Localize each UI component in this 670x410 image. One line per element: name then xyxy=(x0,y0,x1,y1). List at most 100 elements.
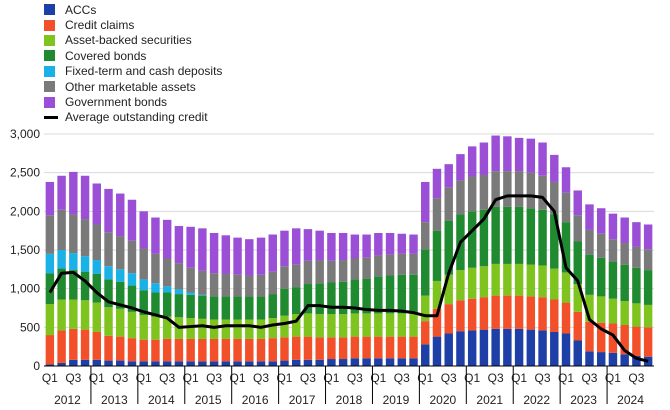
bar-segment xyxy=(643,304,653,328)
x-tick-label: Q1 xyxy=(323,371,339,385)
bar-segment xyxy=(620,243,629,265)
bar-segment xyxy=(409,253,418,275)
bar-segment xyxy=(69,299,78,329)
bar-segment xyxy=(503,263,512,296)
bar-segment xyxy=(550,154,559,182)
bar-segment xyxy=(256,296,266,320)
bar-segment xyxy=(80,329,90,360)
x-tick-label: Q3 xyxy=(535,371,551,385)
legend-swatch xyxy=(44,50,55,62)
bar-segment xyxy=(503,328,512,366)
bar-segment xyxy=(514,328,524,366)
bar-segment xyxy=(327,314,336,338)
bar-segment xyxy=(608,298,618,324)
bar-segment xyxy=(186,294,195,319)
bar-segment xyxy=(116,193,125,237)
x-tick-label: Q3 xyxy=(159,371,175,385)
bar-segment xyxy=(550,181,559,215)
bar-segment xyxy=(538,330,547,366)
bar-segment xyxy=(573,311,582,341)
bar-segment xyxy=(92,302,102,332)
legend-item: Fixed-term and cash deposits xyxy=(44,64,222,79)
bar-segment xyxy=(256,338,266,362)
bar-segment xyxy=(385,275,395,314)
x-tick-label: Q3 xyxy=(628,371,644,385)
legend-item: Asset-backed securities xyxy=(44,33,222,48)
bar-segment xyxy=(315,230,324,261)
bar-segment xyxy=(491,295,500,329)
bar-segment xyxy=(561,302,571,334)
bar-segment xyxy=(432,308,442,337)
bar-segment xyxy=(198,338,207,362)
bar-segment xyxy=(397,313,407,337)
bar-segment xyxy=(421,249,430,296)
bar-segment xyxy=(338,359,348,366)
x-year-label: 2013 xyxy=(101,393,128,407)
bar-segment xyxy=(514,263,524,296)
bar-segment xyxy=(221,273,231,297)
bar-segment xyxy=(280,315,289,338)
bar-segment xyxy=(338,232,348,261)
bar-segment xyxy=(596,233,606,258)
bar-segment xyxy=(561,272,571,303)
x-year-label: 2016 xyxy=(242,393,269,407)
bar-segment xyxy=(491,171,500,207)
x-tick-label: Q1 xyxy=(230,371,246,385)
bar-segment xyxy=(162,338,172,362)
bar-segment xyxy=(327,359,336,366)
bar-segment xyxy=(151,339,160,362)
bar-segment xyxy=(116,269,125,282)
bar-segment xyxy=(92,224,102,261)
bar-segment xyxy=(596,352,606,366)
bar-segment xyxy=(374,358,383,366)
average-credit-line xyxy=(48,194,649,363)
bar-segment xyxy=(421,344,430,366)
bar-segment xyxy=(561,333,571,366)
bar-segment xyxy=(526,208,536,265)
bar-segment xyxy=(620,325,629,355)
legend: ACCs Credit claims Asset-backed securities… xyxy=(44,2,222,125)
bar-segment xyxy=(456,270,465,301)
bar-segment xyxy=(350,234,360,259)
bar-segment xyxy=(526,172,536,209)
bar-segment xyxy=(280,360,289,366)
x-year-label: 2020 xyxy=(429,393,456,407)
x-year-label: 2022 xyxy=(523,393,550,407)
bar-segment xyxy=(162,292,172,317)
y-tick-label: 2,500 xyxy=(10,166,40,180)
bar-segment xyxy=(221,319,231,339)
x-tick-label: Q1 xyxy=(558,371,574,385)
bar-segment xyxy=(456,300,465,332)
bar-segment xyxy=(162,286,172,293)
bar-segment xyxy=(632,326,641,356)
bar-segment xyxy=(444,187,453,221)
bar-segment xyxy=(608,261,618,299)
bar-segment xyxy=(385,313,395,337)
bar-segment xyxy=(303,359,313,366)
bar-segment xyxy=(291,287,301,315)
bar-segment xyxy=(268,234,277,272)
x-tick-label: Q1 xyxy=(605,371,621,385)
bar-segment xyxy=(514,171,524,207)
bar-segment xyxy=(233,338,242,362)
bar-segment xyxy=(596,322,606,353)
bar-segment xyxy=(221,296,231,320)
bar-segment xyxy=(421,295,430,322)
bar-segment xyxy=(92,260,102,274)
bar-segment xyxy=(221,338,231,362)
bar-segment xyxy=(467,298,477,331)
bar-segment xyxy=(585,204,594,230)
bar-segment xyxy=(503,295,512,329)
bar-segment xyxy=(467,330,477,366)
bar-segment xyxy=(514,295,524,329)
bar-segment xyxy=(245,338,254,362)
bar-segment xyxy=(385,336,395,359)
bar-segment xyxy=(209,232,219,274)
legend-swatch xyxy=(44,4,55,16)
bar-segment xyxy=(608,352,618,366)
bar-segment xyxy=(303,260,313,285)
bar-segment xyxy=(45,273,55,305)
bar-segment xyxy=(151,217,160,254)
bar-segment xyxy=(315,314,324,338)
bar-segment xyxy=(104,335,113,361)
